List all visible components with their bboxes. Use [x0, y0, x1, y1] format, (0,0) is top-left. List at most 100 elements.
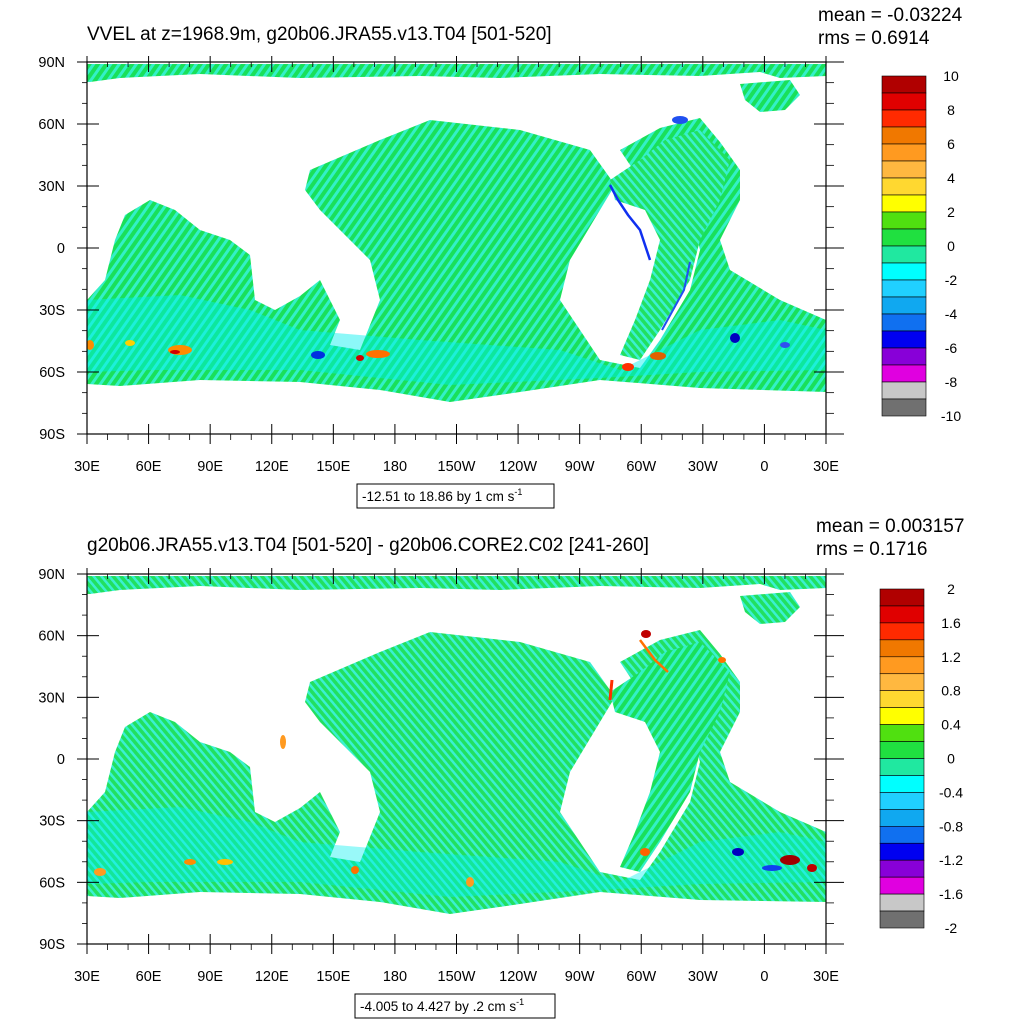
- bottom-colorbar-box: [879, 724, 925, 742]
- top-y-tick-label: 0: [57, 241, 65, 257]
- bottom-y-tick-label: 60S: [39, 875, 65, 891]
- bottom-colorbar-box: [879, 588, 925, 607]
- bottom-colorbar-box: [879, 809, 925, 827]
- top-map-field: [87, 64, 826, 402]
- svg-text:-12.51 to 18.86 by 1 cm s-1: -12.51 to 18.86 by 1 cm s-1: [362, 487, 522, 504]
- bottom-axes: 30E 60E 90E 120E 150E 180 150W 120W 90W 60W 30W 0 30…: [38, 567, 844, 985]
- bottom-x-tick-label: 150W: [438, 969, 476, 985]
- bottom-colorbar-label: 0.4: [941, 717, 961, 733]
- top-x-tick-label: 150E: [316, 459, 350, 475]
- top-x-tick-label: 120E: [255, 459, 289, 475]
- top-colorbar-box: [881, 126, 927, 145]
- bottom-colorbar-box: [879, 842, 925, 861]
- bottom-x-tick-label: 150E: [316, 969, 350, 985]
- top-colorbar-box: [881, 398, 927, 417]
- top-colorbar-box: [881, 228, 927, 247]
- bottom-colorbar-box: [879, 825, 925, 844]
- top-colorbar-box: [881, 330, 927, 349]
- top-axes: 30E 60E 90E 120E 150E 180 150W 120W 90W 60W 30W 0 30…: [38, 55, 844, 475]
- bottom-x-tick-label: 60W: [626, 969, 656, 985]
- top-range-box: -12.51 to 18.86 by 1 cm s-1: [356, 483, 555, 509]
- bottom-y-tick-label: 90S: [39, 937, 65, 953]
- bottom-colorbar-box: [879, 775, 925, 793]
- bottom-colorbar-box: [879, 741, 925, 759]
- svg-text:-4.005 to 4.427 by .2 cm s-1: -4.005 to 4.427 by .2 cm s-1: [360, 997, 524, 1014]
- bottom-title: g20b06.JRA55.v13.T04 [501-520] - g20b06.…: [87, 535, 649, 556]
- top-colorbar-label: 4: [947, 170, 955, 186]
- top-x-tick-label: 180: [383, 459, 407, 475]
- top-colorbar-label: 0: [947, 238, 955, 254]
- bottom-x-tick-label: 30E: [74, 969, 100, 985]
- bottom-y-tick-label: 30N: [38, 690, 65, 706]
- bottom-colorbar-label: 0.8: [941, 683, 961, 699]
- bottom-colorbar-label: -0.4: [939, 784, 963, 800]
- bottom-mean-label: mean = 0.003157: [816, 516, 964, 537]
- top-colorbar-box: [881, 347, 927, 366]
- bottom-range-box: -4.005 to 4.427 by .2 cm s-1: [354, 993, 556, 1019]
- bottom-colorbar-label: -1.2: [939, 852, 963, 868]
- bottom-colorbar-label: 1.2: [941, 649, 961, 665]
- top-x-tick-label: 30W: [688, 459, 718, 475]
- top-x-tick-label: 0: [760, 459, 768, 475]
- top-colorbar-label: 2: [947, 204, 955, 220]
- top-colorbar-box: [881, 211, 927, 230]
- bottom-x-tick-label: 90E: [197, 969, 223, 985]
- top-x-tick-label: 90W: [565, 459, 595, 475]
- bottom-x-tick-label: 180: [383, 969, 407, 985]
- bottom-range-text: -4.005 to 4.427 by .2 cm s: [360, 999, 516, 1014]
- bottom-x-tick-label: 0: [760, 969, 768, 985]
- bottom-x-tick-label: 60E: [136, 969, 162, 985]
- top-colorbar-label: 6: [947, 136, 955, 152]
- top-colorbar-box: [881, 177, 927, 196]
- top-y-tick-label: 90N: [38, 55, 65, 71]
- top-colorbar-box: [881, 279, 927, 298]
- top-y-tick-label: 90S: [39, 427, 65, 443]
- top-colorbar-box: [881, 109, 927, 128]
- top-x-tick-label: 60W: [626, 459, 656, 475]
- top-colorbar-box: [881, 160, 927, 179]
- top-colorbar-box: [881, 92, 927, 111]
- top-anomaly-spots: [87, 116, 790, 371]
- top-panel: VVEL at z=1968.9m, g20b06.JRA55.v13.T04 …: [38, 5, 963, 509]
- bottom-x-tick-label: 120E: [255, 969, 289, 985]
- bottom-colorbar-label: -0.8: [939, 818, 963, 834]
- top-colorbar-label: -8: [945, 374, 958, 390]
- top-colorbar-box: [881, 296, 927, 315]
- top-y-tick-label: 60N: [38, 117, 65, 133]
- top-range-exponent: -1: [514, 487, 522, 497]
- top-y-tick-label: 30N: [38, 179, 65, 195]
- bottom-colorbar-box: [879, 893, 925, 912]
- top-colorbar-label: 8: [947, 102, 955, 118]
- top-colorbar-box: [881, 262, 927, 281]
- top-colorbar-label: -4: [945, 306, 958, 322]
- bottom-colorbar-label: -1.6: [939, 886, 963, 902]
- top-colorbar-box: [881, 313, 927, 332]
- bottom-y-tick-label: 0: [57, 752, 65, 768]
- top-colorbar-label: -2: [945, 272, 958, 288]
- bottom-colorbar-box: [879, 639, 925, 658]
- bottom-colorbar-box: [879, 707, 925, 725]
- bottom-range-exponent: -1: [516, 997, 524, 1007]
- bottom-colorbar-label: -2: [945, 920, 958, 936]
- bottom-colorbar-label: 0: [947, 751, 955, 767]
- bottom-colorbar-box: [879, 690, 925, 708]
- bottom-colorbar-box: [879, 792, 925, 810]
- bottom-colorbar-box: [879, 673, 925, 692]
- top-colorbar-box: [881, 381, 927, 400]
- top-x-tick-label: 30E: [74, 459, 100, 475]
- bottom-colorbar: 2 1.6 1.2 0.8 0.4 0 -0.4 -0.8 -1.2 -1.6 -2: [879, 581, 963, 936]
- top-rms-label: rms = 0.6914: [818, 28, 930, 49]
- bottom-colorbar-label: 2: [947, 581, 955, 597]
- top-colorbar-label: -6: [945, 340, 958, 356]
- bottom-x-tick-label: 30E: [813, 969, 839, 985]
- bottom-colorbar-label: 1.6: [941, 615, 961, 631]
- top-colorbar: 10 8 6 4 2 0 -2 -4 -6 -8 -10: [881, 68, 961, 424]
- bottom-rms-label: rms = 0.1716: [816, 539, 927, 560]
- bottom-map-field: [87, 576, 826, 914]
- bottom-colorbar-box: [879, 622, 925, 641]
- bottom-y-tick-label: 30S: [39, 814, 65, 830]
- top-colorbar-box: [881, 194, 927, 213]
- bottom-colorbar-box: [879, 656, 925, 675]
- bottom-y-tick-label: 90N: [38, 567, 65, 583]
